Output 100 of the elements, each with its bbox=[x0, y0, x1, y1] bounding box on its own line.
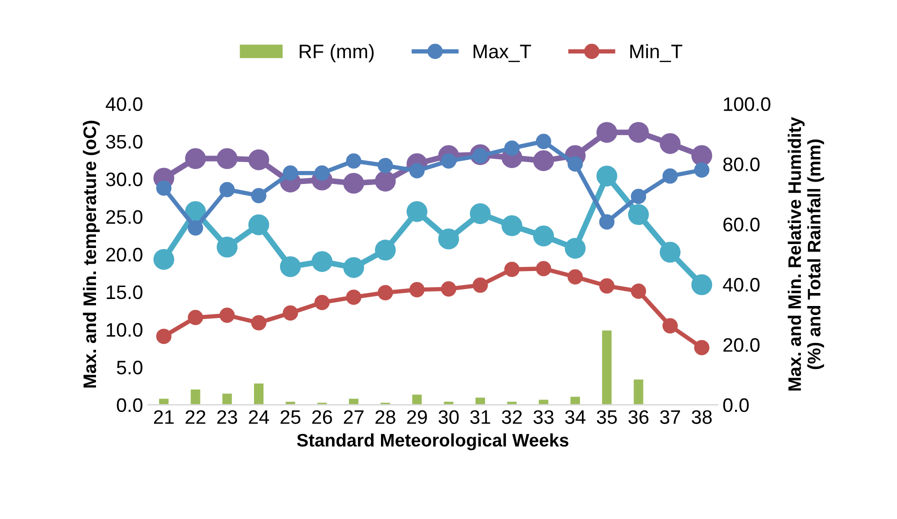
y-tick-label: 10.0 bbox=[106, 323, 142, 337]
x-tick-label: 21 bbox=[154, 410, 174, 424]
point bbox=[564, 238, 586, 259]
legend-label: Min_T bbox=[630, 44, 682, 62]
point bbox=[504, 140, 520, 156]
point bbox=[188, 310, 204, 326]
point bbox=[378, 158, 393, 174]
point bbox=[660, 242, 681, 263]
point bbox=[533, 226, 554, 246]
y2-tick-label: 60.0 bbox=[723, 218, 760, 232]
y2-axis-title: Max. and Min. Relative Humidity (%) and Total Rainfall (mm) bbox=[788, 116, 824, 391]
point bbox=[153, 249, 174, 270]
point bbox=[409, 163, 425, 178]
point bbox=[251, 315, 266, 330]
point bbox=[694, 340, 710, 356]
y2-tick-label: 0.0 bbox=[723, 398, 749, 412]
y2-tick-label: 40.0 bbox=[722, 278, 760, 292]
point bbox=[156, 328, 172, 344]
bar bbox=[570, 396, 580, 405]
point bbox=[628, 204, 649, 225]
point bbox=[630, 188, 646, 204]
bar bbox=[412, 394, 422, 405]
point bbox=[660, 133, 681, 154]
x-tick-label: 26 bbox=[312, 410, 332, 424]
point bbox=[378, 285, 393, 300]
y2-tick-label: 100.0 bbox=[724, 97, 770, 112]
y-tick-label: 20.0 bbox=[106, 248, 142, 262]
x-tick-label: 37 bbox=[660, 410, 680, 424]
point bbox=[694, 162, 710, 178]
point bbox=[374, 240, 396, 261]
point bbox=[504, 262, 520, 277]
x-tick-label: 24 bbox=[248, 410, 270, 424]
point bbox=[343, 257, 364, 278]
point bbox=[596, 122, 618, 143]
point bbox=[314, 165, 330, 181]
point bbox=[156, 180, 172, 196]
x-tick-label: 34 bbox=[565, 410, 586, 424]
point bbox=[219, 308, 235, 323]
point bbox=[314, 294, 330, 310]
x-tick-label: 28 bbox=[376, 410, 396, 424]
legend-label: RF (mm) bbox=[300, 44, 374, 62]
point bbox=[216, 148, 238, 170]
point bbox=[219, 182, 235, 198]
point bbox=[282, 165, 298, 181]
point bbox=[406, 201, 428, 222]
x-tick-label: 23 bbox=[217, 410, 238, 424]
point bbox=[248, 214, 270, 236]
point bbox=[662, 318, 678, 334]
point bbox=[501, 215, 522, 236]
point bbox=[216, 236, 238, 258]
point bbox=[628, 122, 649, 143]
x-tick-label: 30 bbox=[438, 410, 459, 424]
x-axis-title: Standard Meteorological Weeks bbox=[297, 433, 568, 450]
point bbox=[599, 278, 614, 294]
point bbox=[536, 134, 552, 150]
x-tick-label: 32 bbox=[502, 410, 522, 424]
y-tick-label: 5.0 bbox=[116, 360, 142, 374]
point bbox=[440, 281, 456, 297]
x-tick-label: 36 bbox=[628, 410, 648, 424]
bar bbox=[538, 400, 548, 405]
bar bbox=[476, 398, 486, 405]
bar bbox=[348, 398, 358, 405]
point bbox=[251, 188, 266, 204]
point bbox=[374, 170, 396, 192]
y-tick-label: 0.0 bbox=[116, 398, 142, 412]
bar bbox=[602, 330, 612, 405]
x-tick-label: 35 bbox=[596, 410, 617, 424]
point bbox=[188, 220, 204, 236]
point bbox=[312, 251, 332, 272]
point bbox=[346, 290, 362, 305]
bar bbox=[222, 394, 232, 405]
x-tick-label: 31 bbox=[470, 410, 490, 424]
point bbox=[248, 149, 270, 170]
point bbox=[409, 282, 425, 298]
point bbox=[691, 145, 712, 166]
x-tick-label: 38 bbox=[692, 410, 712, 424]
y-tick-label: 35.0 bbox=[106, 134, 142, 149]
x-tick-label: 33 bbox=[533, 410, 554, 424]
point bbox=[568, 269, 583, 285]
bar bbox=[159, 398, 169, 405]
legend-label: Max_T bbox=[474, 44, 532, 62]
point bbox=[280, 256, 301, 278]
point bbox=[568, 156, 583, 172]
x-tick-label: 25 bbox=[280, 410, 300, 424]
point bbox=[662, 168, 678, 184]
bar bbox=[254, 383, 264, 405]
bar bbox=[190, 389, 200, 405]
y-tick-label: 15.0 bbox=[106, 285, 142, 300]
y-tick-label: 30.0 bbox=[106, 172, 142, 186]
point bbox=[470, 203, 491, 224]
point bbox=[346, 153, 362, 169]
bar bbox=[634, 380, 644, 405]
y2-tick-label: 20.0 bbox=[723, 338, 760, 352]
y-tick-label: 40.0 bbox=[106, 97, 142, 112]
point bbox=[536, 260, 552, 276]
point bbox=[438, 228, 460, 250]
x-tick-label: 22 bbox=[186, 410, 206, 424]
point bbox=[691, 274, 712, 296]
x-tick-label: 29 bbox=[407, 410, 427, 424]
y-axis-title: Max. and Min. temperature (oC) bbox=[82, 120, 100, 388]
